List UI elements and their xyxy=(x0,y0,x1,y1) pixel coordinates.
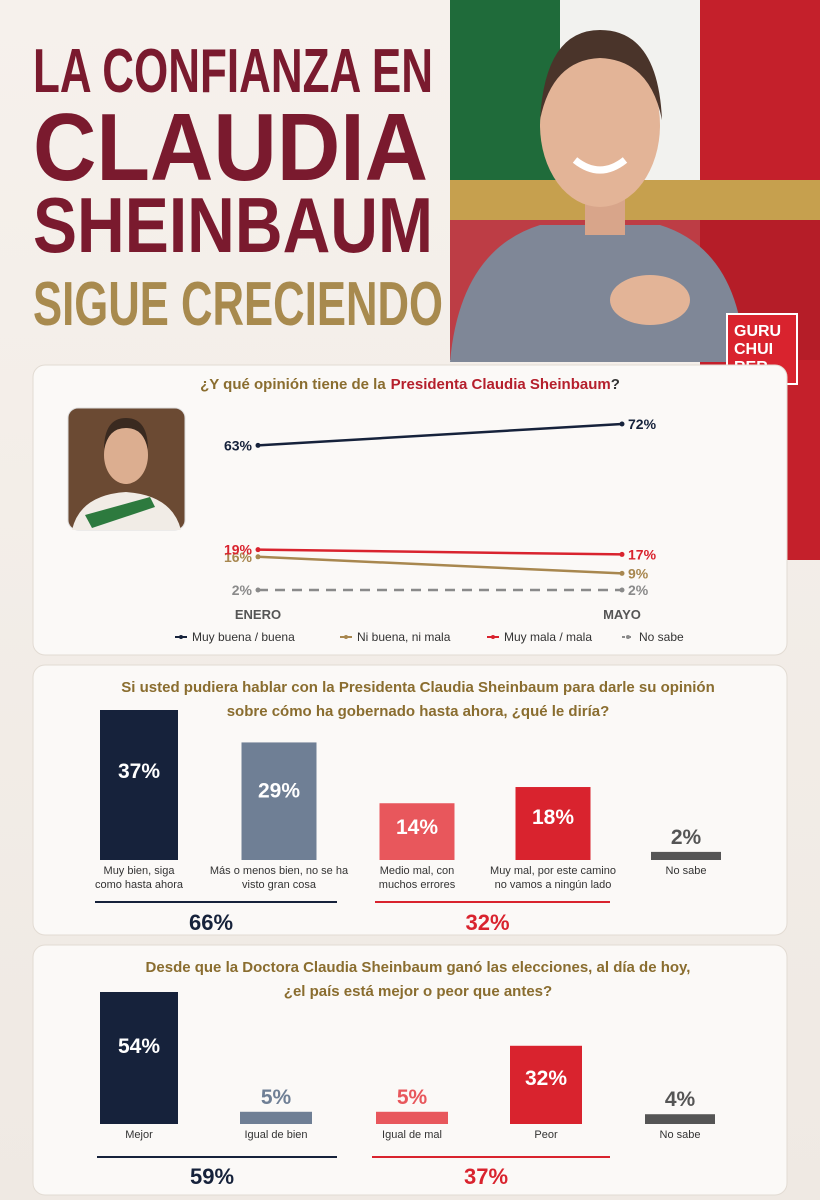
value-label: 5% xyxy=(261,1086,292,1109)
chart-title: ¿el país está mejor o peor que antes? xyxy=(284,983,552,1000)
value-label: 2% xyxy=(628,582,649,598)
x-tick-label: Muy mal, por este camino xyxy=(490,865,616,877)
bar xyxy=(651,851,721,860)
x-tick-label: Medio mal, con xyxy=(380,865,455,877)
x-tick-label: Más o menos bien, no se ha xyxy=(210,865,349,877)
point xyxy=(619,587,625,593)
bar xyxy=(100,992,178,1124)
point xyxy=(255,587,261,593)
bar xyxy=(510,1045,582,1124)
logo-text: CHUI xyxy=(734,341,773,358)
value-label: 2% xyxy=(671,826,702,849)
portrait xyxy=(450,30,745,362)
legend-swatch xyxy=(491,635,495,639)
flag-green xyxy=(450,0,560,200)
chart-title: Desde que la Doctora Claudia Sheinbaum g… xyxy=(146,959,691,976)
x-tick-label: no vamos a ningún lado xyxy=(495,879,612,891)
value-label: 2% xyxy=(232,582,253,598)
value-label: 4% xyxy=(665,1088,696,1111)
x-tick-label: Igual de mal xyxy=(382,1129,442,1141)
headline-line: SHEINBAUM xyxy=(33,181,433,269)
panel xyxy=(32,364,788,656)
x-tick-label: Muy bien, siga xyxy=(104,865,176,877)
point xyxy=(619,551,625,557)
value-label: 5% xyxy=(397,1086,428,1109)
bar xyxy=(240,1111,312,1124)
point xyxy=(619,421,625,427)
headline-line: LA CONFIANZA EN xyxy=(33,37,433,106)
title-part: ¿Y qué opinión tiene de la xyxy=(200,376,386,393)
series-line xyxy=(257,548,623,556)
x-tick-label: visto gran cosa xyxy=(242,879,317,891)
value-label: 18% xyxy=(532,806,574,829)
group-total: 37% xyxy=(464,1164,508,1189)
x-tick-label: Mejor xyxy=(125,1129,153,1141)
chart-title: Si usted pudiera hablar con la President… xyxy=(121,679,714,696)
legend-label: Ni buena, ni mala xyxy=(357,630,451,644)
point xyxy=(255,442,261,448)
headline-line: CLAUDIA xyxy=(33,94,428,201)
x-tick-label: muchos errores xyxy=(379,879,456,891)
group-total: 66% xyxy=(189,910,233,935)
x-tick-label: Peor xyxy=(534,1129,558,1141)
panel xyxy=(32,664,788,936)
value-label: 72% xyxy=(628,416,657,432)
x-tick-label: como hasta ahora xyxy=(95,879,184,891)
panel xyxy=(32,944,788,1196)
legend-swatch xyxy=(179,635,183,639)
bar xyxy=(515,787,591,860)
title-part: Presidenta Claudia Sheinbaum xyxy=(391,376,611,393)
series-line xyxy=(257,555,623,575)
headline-line: SIGUE CRECIENDO xyxy=(33,270,443,339)
x-tick-label: No sabe xyxy=(660,1129,701,1141)
value-label: 32% xyxy=(525,1067,567,1090)
bar xyxy=(645,1114,715,1124)
x-tick-label: MAYO xyxy=(603,607,641,622)
chart-title: sobre cómo ha gobernado hasta ahora, ¿qu… xyxy=(227,703,610,720)
title-part: ? xyxy=(611,376,620,393)
value-label: 19% xyxy=(224,542,253,558)
point xyxy=(255,554,261,560)
chart-title: ¿Y qué opinión tiene de la Presidenta Cla… xyxy=(200,376,620,393)
logo-text: GURU xyxy=(734,323,781,340)
x-tick-label: Igual de bien xyxy=(245,1129,308,1141)
point xyxy=(255,547,261,553)
legend-swatch xyxy=(344,635,348,639)
series-line xyxy=(257,422,623,447)
x-tick-label: ENERO xyxy=(235,607,281,622)
value-label: 37% xyxy=(118,760,160,783)
value-label: 17% xyxy=(628,546,657,562)
bar xyxy=(376,1111,448,1124)
group-total: 59% xyxy=(190,1164,234,1189)
value-label: 54% xyxy=(118,1035,160,1058)
legend-label: Muy buena / buena xyxy=(192,630,295,644)
legend-swatch xyxy=(626,635,630,639)
bar xyxy=(100,710,178,860)
legend-label: No sabe xyxy=(639,630,684,644)
value-label: 14% xyxy=(396,816,438,839)
bar xyxy=(379,803,455,860)
value-label: 29% xyxy=(258,779,300,802)
point xyxy=(619,570,625,576)
value-label: 9% xyxy=(628,565,649,581)
inset-photo xyxy=(67,407,186,531)
group-total: 32% xyxy=(465,910,509,935)
legend-label: Muy mala / mala xyxy=(504,630,592,644)
value-label: 16% xyxy=(224,549,253,565)
x-tick-label: No sabe xyxy=(666,865,707,877)
value-label: 63% xyxy=(224,437,253,453)
bar xyxy=(241,742,317,860)
